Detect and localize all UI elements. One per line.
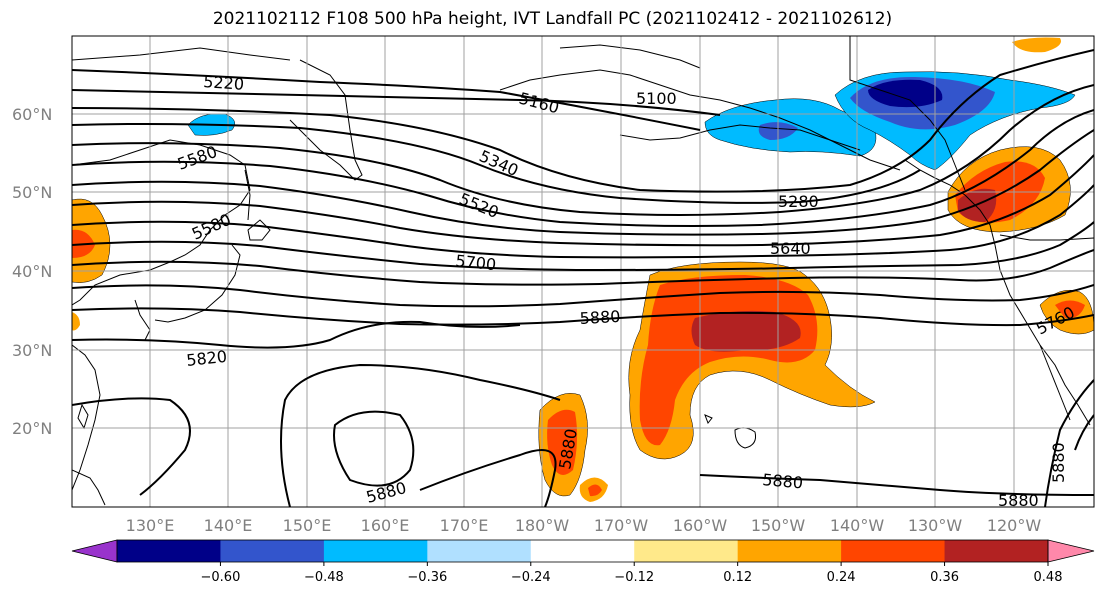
contour-label-5880-mid: 5880 [579, 307, 621, 328]
coast-okhotsk [72, 47, 291, 61]
lon-label: 140°E [204, 516, 253, 535]
coast-china [72, 344, 101, 491]
contour-line [72, 84, 1094, 216]
contour-label-5820: 5820 [185, 347, 227, 370]
contour-label-5280: 5280 [778, 192, 819, 211]
colorbar-tick-label: −0.24 [511, 570, 551, 585]
contour-line [72, 320, 521, 349]
contour-line [72, 109, 1094, 227]
coast-aleutians [619, 124, 861, 151]
colorbar-segment [220, 540, 325, 562]
coast-hokkaido [247, 219, 271, 241]
contour-line [72, 123, 921, 204]
pos-area-california-core [1055, 300, 1085, 319]
colorbar-tick-label: 0.36 [930, 570, 959, 585]
lon-label: 120°W [987, 516, 1042, 535]
colorbar-tick-label: 0.12 [723, 570, 752, 585]
lon-label: 170°W [594, 516, 649, 535]
contour-line [72, 397, 191, 496]
coast-asia [72, 139, 251, 306]
contour-line [280, 363, 561, 507]
colorbar: −0.60 −0.48 −0.36 −0.24 −0.12 0.12 0.24 0.36 0.4… [71, 539, 1095, 585]
contour-line [72, 129, 1094, 236]
contour-line [72, 249, 1094, 286]
contour-line [72, 89, 721, 116]
contour-line [72, 307, 1094, 327]
lat-label: 60°N [12, 105, 52, 124]
lon-label: 150°E [283, 516, 332, 535]
lon-label: 170°E [440, 516, 489, 535]
colorbar-segment [737, 540, 842, 562]
contour-line [1044, 379, 1094, 507]
contour-line [72, 221, 1094, 272]
contour-label-5700: 5700 [455, 251, 497, 274]
lat-label: 30°N [12, 341, 52, 360]
lon-label: 180°W [515, 516, 570, 535]
contour-label-5880-south: 5880 [762, 470, 804, 492]
coast-canada-nw [849, 36, 966, 191]
lat-label: 50°N [12, 183, 52, 202]
pos-area-central-pacific-core [691, 310, 801, 352]
contour-line [72, 49, 1094, 193]
lat-label: 20°N [12, 419, 52, 438]
colorbar-tick-label: −0.12 [614, 570, 654, 585]
coast-philippines [72, 469, 106, 506]
colorbar-extend-low [71, 539, 118, 563]
contour-line [72, 69, 701, 131]
graticule [72, 36, 1094, 507]
colorbar-segment [530, 540, 635, 562]
pos-area-west-edge-small [72, 312, 80, 331]
colorbar-tick-label: −0.48 [304, 570, 344, 585]
longitude-labels: 130°E 140°E 150°E 160°E 170°E 180°W 170°… [126, 516, 1042, 535]
pos-area-dateline-small-core [588, 484, 602, 497]
contour-line [699, 474, 1094, 496]
colorbar-border [116, 539, 1049, 563]
contour-line [72, 284, 1094, 308]
contour-label-5220: 5220 [203, 72, 245, 94]
pos-area-arctic [1012, 37, 1061, 53]
contour-line [72, 154, 1094, 247]
lon-label: 160°E [361, 516, 410, 535]
lon-label: 130°E [126, 516, 175, 535]
contour-line [72, 184, 1094, 259]
colorbar-tick-label: 0.48 [1034, 570, 1063, 585]
colorbar-segment [323, 540, 428, 562]
lon-label: 130°W [908, 516, 963, 535]
contour-label-5880-east: 5880 [1049, 442, 1068, 483]
neg-area-gulf-alaska-core [868, 79, 943, 108]
contour-line [1074, 414, 1094, 451]
coast-japan [154, 244, 241, 323]
contour-line [333, 410, 415, 487]
coast-kamchatka [289, 59, 363, 181]
coast-us-interior [999, 234, 1094, 241]
coast-baja [1039, 344, 1071, 421]
contour-label-5100: 5100 [636, 89, 677, 108]
colorbar-segment [427, 540, 532, 562]
coast-alaska-top [559, 44, 701, 69]
colorbar-extend-high [1047, 539, 1095, 563]
colorbar-segment [117, 540, 221, 562]
latitude-labels: 60°N 50°N 40°N 30°N 20°N [12, 105, 52, 438]
map-title: 2021102112 F108 500 hPa height, IVT Land… [212, 9, 893, 29]
coast-sakhalin [244, 169, 251, 221]
coast-alaska-west [499, 69, 901, 171]
colorbar-segment [634, 540, 739, 562]
contour-label-5640: 5640 [770, 239, 811, 258]
colorbar-segment [841, 540, 946, 562]
lat-label: 40°N [12, 262, 52, 281]
coast-hawaii-small [704, 414, 713, 424]
colorbar-tick-label: 0.24 [827, 570, 856, 585]
lon-label: 140°W [830, 516, 885, 535]
contour-label-5880-se: 5880 [998, 491, 1039, 510]
colorbar-segment [944, 540, 1049, 562]
colorbar-tick-label: −0.36 [407, 570, 447, 585]
height-contours [72, 49, 1094, 507]
lon-label: 150°W [751, 516, 806, 535]
lon-label: 160°W [673, 516, 728, 535]
colorbar-tick-label: −0.60 [201, 570, 241, 585]
map-frame [71, 35, 1095, 508]
contour-line [419, 449, 557, 507]
